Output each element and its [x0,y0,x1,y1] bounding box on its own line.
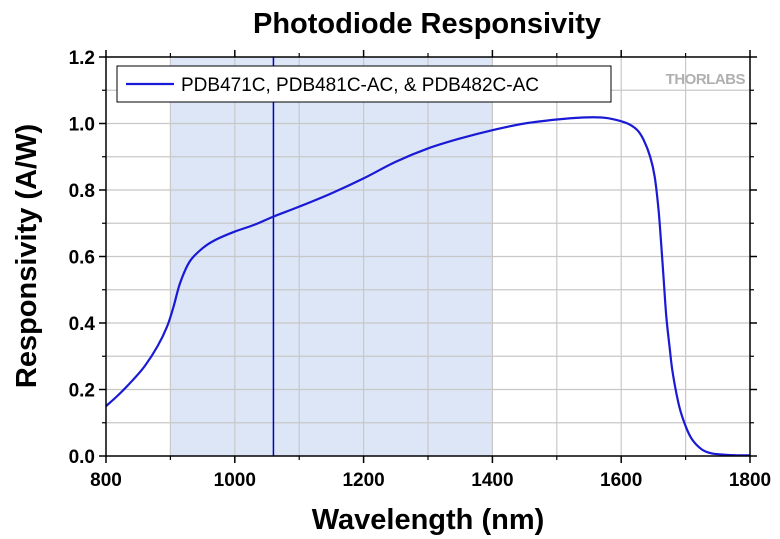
x-tick-labels: 800 1000 1200 1400 1600 1800 [90,470,771,491]
x-tick-label: 1600 [600,470,642,491]
y-tick-labels: 0.0 0.2 0.4 0.6 0.8 1.0 1.2 [69,48,96,468]
x-axis-title: Wavelength (nm) [312,504,545,536]
legend-box [116,65,612,103]
legend: PDB471C, PDB481C-AC, & PDB482C-AC [116,65,612,103]
x-tick-label: 1800 [729,470,771,491]
thorlabs-logo: THORLABS [666,71,746,88]
legend-label: PDB471C, PDB481C-AC, & PDB482C-AC [181,75,539,96]
responsivity-curve [105,116,751,457]
y-tick-label: 0.8 [69,181,95,202]
y-tick-label: 0.0 [69,447,95,468]
y-tick-label: 0.6 [69,248,95,269]
y-tick-label: 0.4 [69,314,96,335]
grid-lines [106,57,750,456]
y-tick-label: 1.2 [69,48,95,69]
x-tick-label: 1000 [214,470,256,491]
y-tick-label: 1.0 [69,115,95,136]
axis-ticks [99,50,757,463]
y-axis-title: Responsivity (A/W) [11,124,43,388]
y-tick-label: 0.2 [69,381,95,402]
x-tick-label: 1400 [471,470,513,491]
x-tick-label: 1200 [342,470,384,491]
x-tick-label: 800 [90,470,122,491]
chart-title: Photodiode Responsivity [253,8,601,40]
